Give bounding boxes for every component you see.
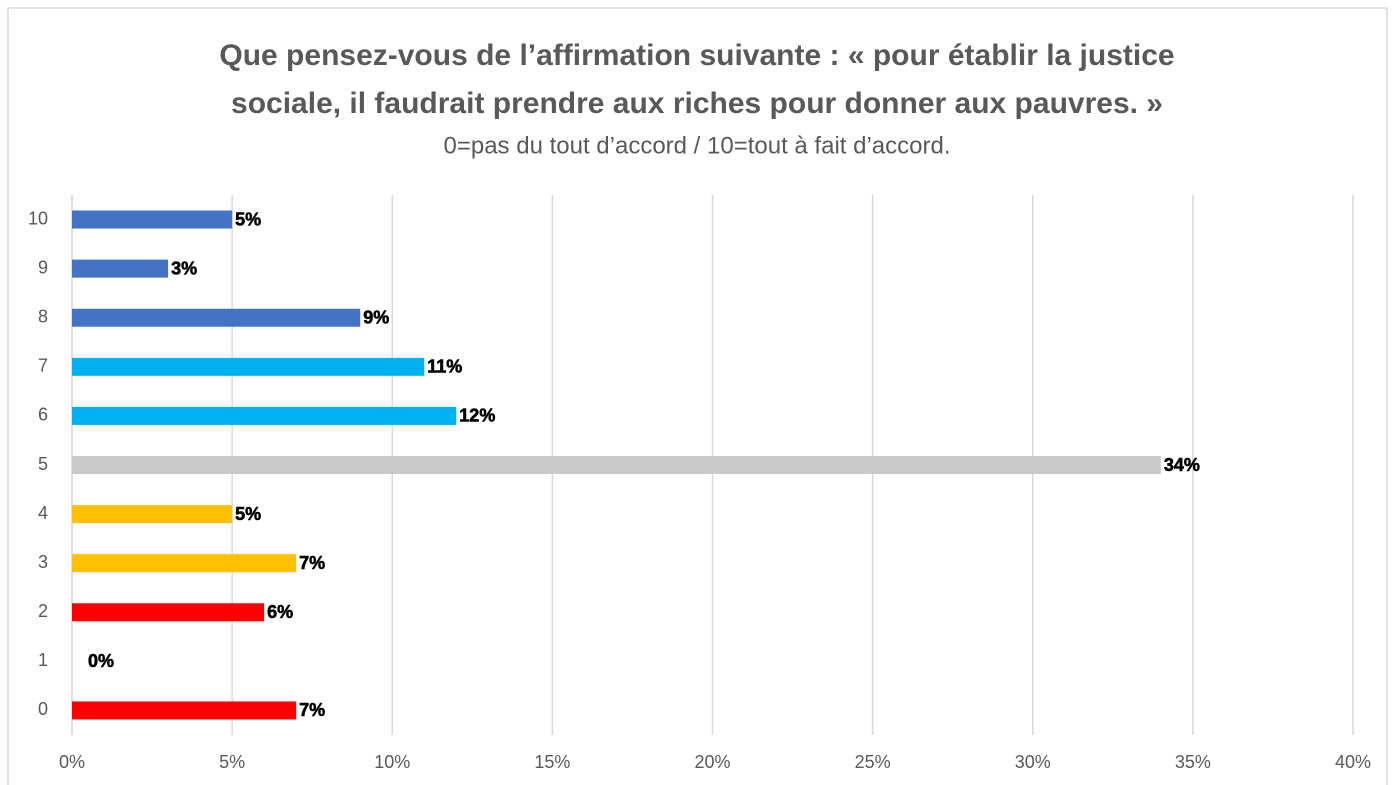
bar	[72, 406, 457, 425]
x-tick-label: 5%	[219, 752, 245, 772]
data-label: 12%	[459, 406, 495, 426]
chart-frame	[7, 7, 1388, 785]
chart-title: Que pensez-vous de l’affirmation suivant…	[219, 39, 1174, 72]
bar	[72, 456, 1161, 474]
x-tick-label: 30%	[1015, 752, 1051, 772]
x-tick-label: 20%	[694, 752, 730, 772]
x-tick-label: 15%	[534, 752, 570, 772]
data-label: 34%	[1164, 455, 1200, 475]
x-tick-label: 35%	[1175, 752, 1211, 772]
data-label: 11%	[427, 357, 462, 377]
data-label: 6%	[267, 602, 293, 622]
y-tick-label: 2	[38, 601, 48, 621]
y-tick-label: 8	[38, 306, 48, 326]
x-tick-label: 0%	[59, 752, 85, 772]
bar	[72, 603, 265, 622]
y-tick-label: 5	[38, 454, 48, 474]
y-tick-label: 7	[38, 356, 48, 376]
x-tick-label: 25%	[855, 752, 891, 772]
x-tick-label: 40%	[1335, 752, 1371, 772]
chart-title: sociale, il faudrait prendre aux riches …	[231, 87, 1163, 120]
y-tick-label: 6	[38, 405, 48, 425]
x-tick-label: 10%	[374, 752, 410, 772]
bar	[72, 210, 233, 229]
data-label: 7%	[299, 700, 325, 720]
y-tick-label: 9	[38, 257, 48, 277]
data-label: 3%	[171, 258, 197, 278]
data-label: 9%	[363, 307, 389, 327]
y-tick-label: 10	[28, 208, 48, 228]
data-label: 7%	[299, 553, 325, 573]
bar	[72, 701, 297, 720]
bar	[72, 308, 361, 327]
data-label: 5%	[235, 504, 261, 524]
bar	[72, 259, 169, 278]
chart-subtitle: 0=pas du tout d’accord / 10=tout à fait …	[444, 132, 951, 159]
data-label: 5%	[235, 209, 261, 229]
bar	[72, 554, 297, 573]
y-tick-label: 0	[38, 699, 48, 719]
data-label: 0%	[88, 651, 114, 671]
y-tick-label: 4	[38, 503, 48, 523]
bar	[72, 505, 233, 524]
y-tick-label: 3	[38, 552, 48, 572]
y-tick-label: 1	[38, 650, 48, 670]
bar	[72, 357, 425, 376]
